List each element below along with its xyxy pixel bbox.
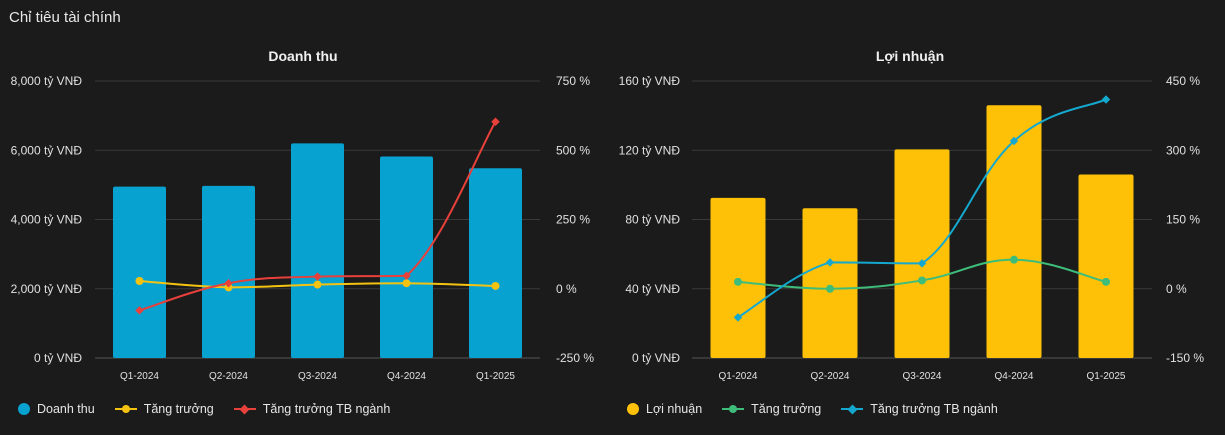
left-axis-tick-label: 160 tỷ VNĐ [619,74,681,88]
left-axis-tick-label: 0 tỷ VNĐ [632,351,680,365]
x-axis-tick-label: Q4-2024 [387,371,426,382]
right-axis-tick-label: 500 % [556,143,590,157]
left-axis-tick-label: 8,000 tỷ VNĐ [11,74,83,88]
legend-line-swatch [841,403,864,415]
right-axis-tick-label: 150 % [1166,213,1200,227]
line-point [1010,255,1018,264]
profit-chart-title: Lợi nhuận [875,48,945,64]
revenue-chart: 0 tỷ VNĐ 2,000 tỷ VNĐ 4,000 tỷ VNĐ 6,000 tỷ… [11,74,595,382]
line-point [491,281,500,290]
legend-line-swatch [233,403,256,415]
legend-line-swatch [722,403,745,415]
line-point [224,278,233,288]
legend-item-profit-growth[interactable]: Tăng trưởng [722,402,821,416]
bar [469,168,522,358]
left-axis-tick-label: 6,000 tỷ VNĐ [11,143,83,157]
bar [380,156,433,358]
line-point [402,279,411,288]
x-axis-tick-label: Q1-2025 [476,371,515,382]
line-point [313,280,322,289]
right-axis-tick-label: 750 % [556,74,590,88]
legend-bar-swatch [18,403,30,415]
bar [1078,174,1134,358]
legend-label: Lợi nhuận [646,402,703,416]
line-point [1101,95,1111,104]
legend-label: Tăng trưởng TB ngành [262,402,391,416]
line-point [491,117,500,126]
legend-bar-swatch [627,403,639,415]
profit-chart-panel: Lợi nhuận 0 tỷ VNĐ 40 tỷ VNĐ 80 tỷ VNĐ 120 … [610,40,1225,435]
revenue-chart-panel: Doanh thu 0 tỷ VNĐ 2,000 tỷ VNĐ 4,000 tỷ V… [0,40,610,435]
section-title: Chỉ tiêu tài chính [9,9,121,26]
left-axis-tick-label: 2,000 tỷ VNĐ [11,282,83,296]
legend-line-swatch [114,403,137,415]
left-axis-tick-label: 0 tỷ VNĐ [34,351,82,365]
bar [802,208,858,358]
line-point [1102,277,1110,286]
bar [202,185,255,358]
left-axis-tick-label: 4,000 tỷ VNĐ [11,213,83,227]
line-point [135,276,144,285]
series-line [737,98,1107,319]
line-point [918,276,926,285]
line-point [917,259,927,268]
right-axis-tick-label: -150 % [1166,351,1204,365]
x-axis-tick-label: Q3-2024 [903,371,942,382]
right-axis-tick-label: -250 % [556,351,594,365]
right-axis-tick-label: 0 % [556,282,577,296]
legend-item-profit-bar[interactable]: Lợi nhuận [627,402,702,416]
line-point [825,258,835,267]
legend-item-revenue-bar[interactable]: Doanh thu [18,402,95,416]
series-line [139,121,497,312]
legend-label: Doanh thu [37,402,95,416]
right-axis-tick-label: 0 % [1166,282,1187,296]
right-axis-tick-label: 300 % [1166,143,1200,157]
legend-item-revenue-industry[interactable]: Tăng trưởng TB ngành [233,402,391,416]
line-point [313,272,322,281]
line-point [734,277,742,286]
legend-item-profit-industry[interactable]: Tăng trưởng TB ngành [841,402,998,416]
bar [113,186,166,358]
legend-label: Tăng trưởng [751,402,822,416]
right-axis-tick-label: 250 % [556,213,590,227]
legend-label: Tăng trưởng TB ngành [870,402,998,416]
x-axis-tick-label: Q2-2024 [811,371,850,382]
left-axis-tick-label: 40 tỷ VNĐ [625,282,680,296]
x-axis-tick-label: Q1-2024 [120,371,159,382]
bar [291,143,344,358]
x-axis-tick-label: Q3-2024 [298,371,337,382]
right-axis-tick-label: 450 % [1166,74,1200,88]
profit-chart: 0 tỷ VNĐ 40 tỷ VNĐ 80 tỷ VNĐ 120 tỷ VNĐ 160 … [619,74,1205,382]
bar [894,149,950,358]
line-point [826,284,834,293]
left-axis-tick-label: 80 tỷ VNĐ [625,213,680,227]
x-axis-tick-label: Q1-2025 [1087,371,1126,382]
revenue-legend: Doanh thu Tăng trưởng Tăng trưởng TB ngà… [18,402,390,416]
line-point [733,313,743,322]
profit-legend: Lợi nhuận Tăng trưởng Tăng trưởng TB ngà… [627,402,998,416]
bar [986,105,1042,358]
line-point [402,271,411,280]
left-axis-tick-label: 120 tỷ VNĐ [619,143,681,157]
legend-item-revenue-growth[interactable]: Tăng trưởng [114,402,214,416]
legend-label: Tăng trưởng [143,402,214,416]
line-point [135,306,144,315]
revenue-chart-title: Doanh thu [268,48,338,64]
x-axis-tick-label: Q4-2024 [995,371,1034,382]
x-axis-tick-label: Q2-2024 [209,371,248,382]
x-axis-tick-label: Q1-2024 [719,371,758,382]
